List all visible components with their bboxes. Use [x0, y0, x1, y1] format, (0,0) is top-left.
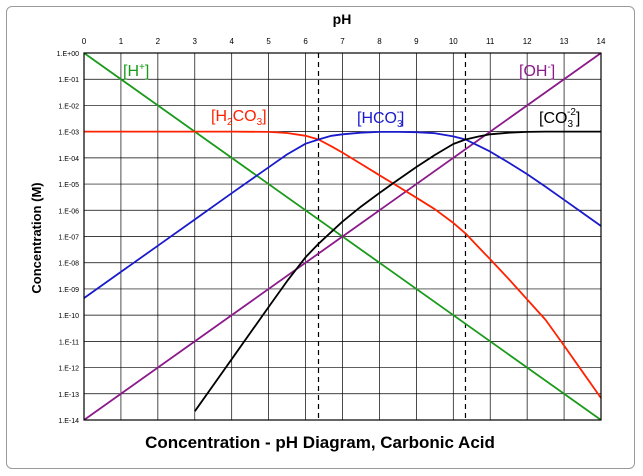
plot-area-border: [83, 52, 602, 421]
x-tick-label: 0: [82, 37, 87, 46]
x-tick-label: 6: [303, 37, 308, 46]
y-tick-label: 1.E-06: [58, 208, 79, 215]
y-axis-label: Concentration (M): [29, 182, 44, 293]
x-tick-label: 3: [193, 37, 198, 46]
y-tick-label: 1.E-13: [58, 392, 79, 399]
y-tick-label: 1.E+00: [57, 51, 79, 58]
legend-label-h: [H+]: [123, 62, 149, 80]
legend-label-h2co3: [H2CO3]: [211, 108, 267, 128]
legend-label-hco3: [HCO3-]: [357, 107, 404, 130]
legend-label-co3: [CO3-2]: [539, 107, 580, 130]
x-tick-label: 9: [414, 37, 419, 46]
y-tick-label: 1.E-09: [58, 287, 79, 294]
x-tick-label: 14: [597, 37, 606, 46]
x-tick-label: 7: [340, 37, 345, 46]
y-tick-label: 1.E-11: [59, 339, 79, 346]
x-tick-label: 13: [560, 37, 569, 46]
y-tick-label: 1.E-12: [58, 366, 79, 373]
y-tick-label: 1.E-10: [58, 313, 79, 320]
y-tick-label: 1.E-14: [58, 418, 79, 425]
y-tick-label: 1.E-04: [58, 156, 79, 163]
series-hco3-line: [84, 130, 601, 299]
y-tick-label: 1.E-05: [58, 182, 79, 189]
y-tick-label: 1.E-02: [58, 103, 79, 110]
y-tick-label: 1.E-01: [58, 77, 79, 84]
y-tick-label: 1.E-08: [58, 261, 79, 268]
x-axis-label: pH: [333, 11, 352, 27]
x-tick-label: 12: [523, 37, 532, 46]
x-tick-label: 5: [266, 37, 271, 46]
series-h2co3-line: [84, 130, 601, 399]
y-tick-label: 1.E-07: [58, 235, 79, 242]
y-tick-label: 1.E-03: [58, 130, 79, 137]
x-tick-label: 2: [156, 37, 161, 46]
y-tick-labels: 1.E+00 1.E-01 1.E-02 1.E-03 1.E-04 1.E-05 1.E-…: [57, 51, 79, 425]
x-tick-labels: 0 1 2 3 4 5 6 7 8 9 10 11 12 13 14: [82, 37, 606, 46]
series-group: [84, 53, 601, 420]
series-co3-line: [194, 130, 601, 412]
x-tick-label: 10: [449, 37, 458, 46]
legend-label-oh: [OH-]: [519, 62, 555, 80]
x-tick-label: 1: [119, 37, 124, 46]
series-oh-line: [84, 53, 601, 420]
reference-lines: [317, 53, 467, 420]
x-tick-label: 8: [377, 37, 382, 46]
chart-title: Concentration - pH Diagram, Carbonic Aci…: [145, 433, 495, 452]
x-tick-label: 4: [229, 37, 234, 46]
chart-frame: [6, 6, 635, 469]
x-tick-label: 11: [486, 37, 495, 46]
